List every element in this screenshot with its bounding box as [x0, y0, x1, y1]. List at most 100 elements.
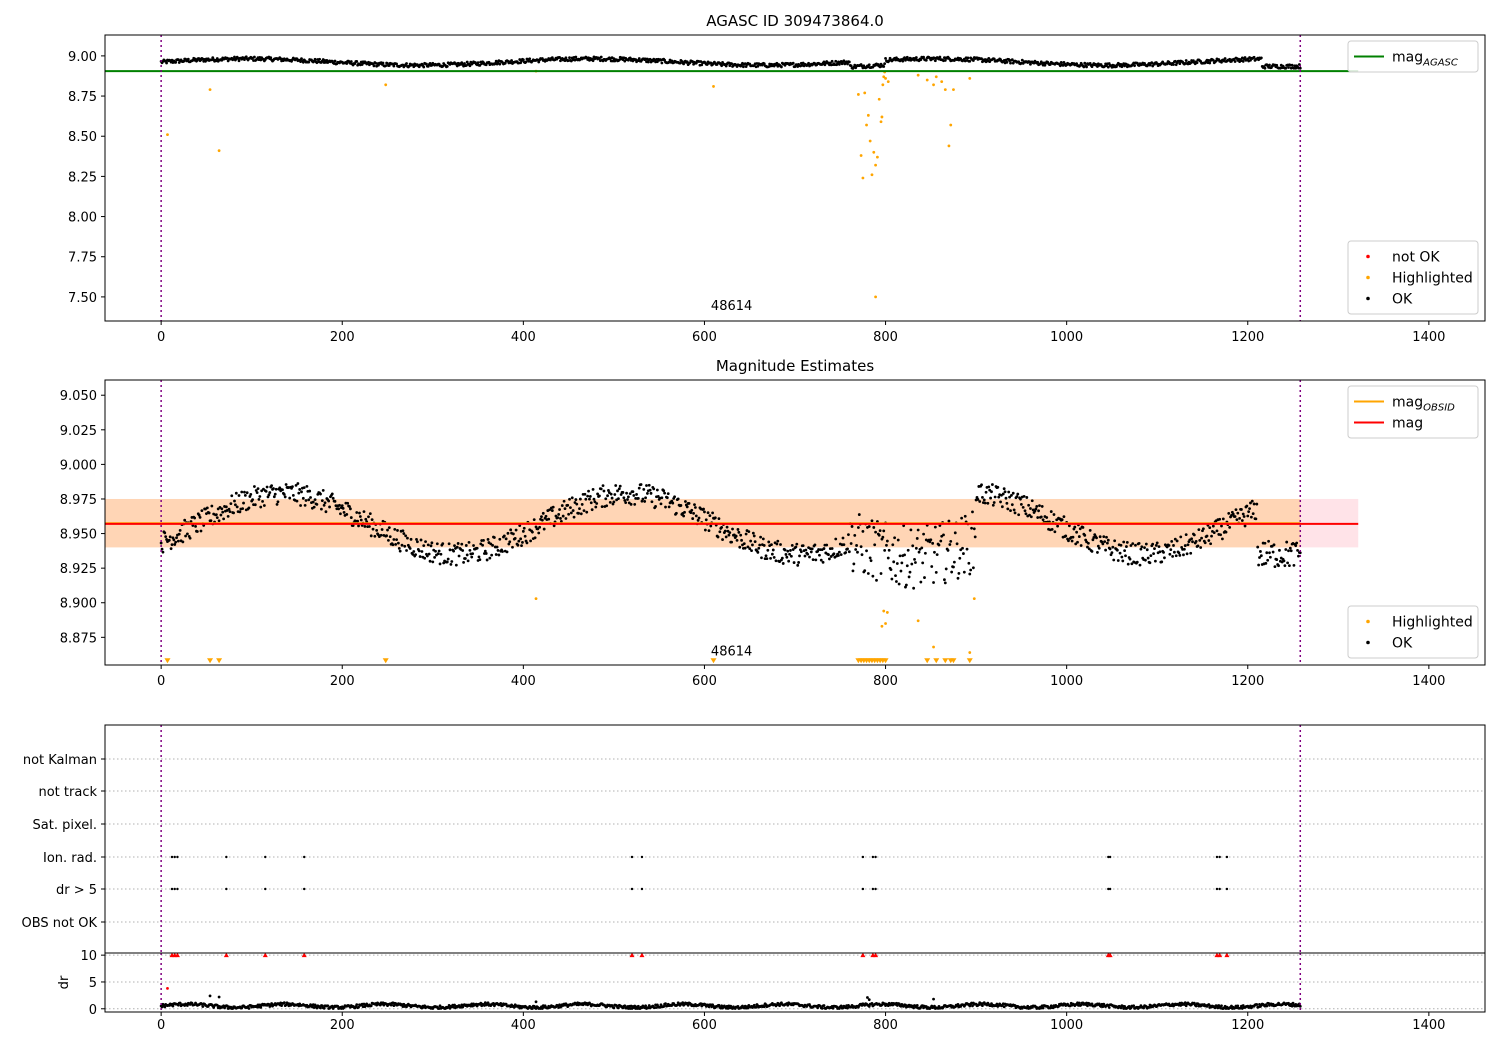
data-point	[984, 490, 988, 494]
data-point	[1077, 535, 1081, 538]
data-point	[796, 563, 800, 567]
x-tick-label: 1200	[1231, 674, 1264, 689]
data-point	[574, 55, 578, 59]
data-point	[623, 499, 627, 502]
data-point	[1021, 505, 1025, 509]
data-point	[349, 516, 353, 519]
data-point	[676, 497, 680, 501]
data-point	[960, 516, 964, 520]
data-point	[445, 560, 449, 564]
data-point	[685, 60, 689, 64]
data-point	[762, 1005, 766, 1009]
data-point-lower-limit	[882, 658, 889, 664]
data-point	[595, 502, 599, 505]
data-point	[872, 150, 876, 154]
data-point	[728, 531, 732, 535]
data-point	[626, 495, 630, 499]
data-point	[1133, 64, 1136, 68]
data-point	[417, 549, 421, 553]
data-point	[200, 509, 204, 513]
flag-point	[1107, 855, 1110, 859]
data-point	[1121, 559, 1125, 563]
data-point	[806, 552, 810, 556]
data-point	[1010, 494, 1013, 497]
data-point	[618, 484, 622, 488]
data-point	[260, 489, 264, 493]
data-point	[409, 537, 413, 541]
data-point	[924, 58, 928, 62]
flag-point	[225, 887, 228, 891]
data-point	[556, 516, 560, 520]
data-point	[884, 76, 887, 80]
data-point	[958, 556, 962, 560]
data-point	[801, 544, 805, 548]
data-point	[338, 503, 341, 507]
data-point	[949, 539, 953, 543]
data-point	[484, 552, 488, 555]
data-point	[1073, 525, 1077, 529]
data-point	[1125, 545, 1128, 548]
data-point	[792, 561, 796, 564]
data-point	[1165, 62, 1169, 66]
flag-row-label: dr > 5	[56, 883, 97, 898]
data-point	[910, 562, 914, 566]
flag-point	[1215, 855, 1219, 859]
data-point	[847, 60, 851, 64]
data-point	[388, 535, 392, 539]
data-point	[1163, 556, 1166, 560]
data-point	[159, 541, 163, 545]
data-point	[1067, 539, 1070, 543]
data-point	[1199, 546, 1203, 549]
data-point	[386, 528, 389, 532]
data-point	[552, 524, 556, 528]
data-point	[594, 505, 598, 509]
data-point	[988, 488, 992, 492]
data-point	[1125, 541, 1129, 544]
data-point	[312, 505, 316, 509]
data-point	[1036, 60, 1040, 64]
data-point	[868, 556, 872, 560]
flag-row-label: OBS not OK	[22, 916, 98, 931]
data-point	[1183, 544, 1187, 547]
data-point	[685, 505, 689, 509]
panel-dr: 0 200 400 600 800 1000 1200 1400 0 5 10 dr	[57, 949, 1486, 1033]
data-point	[558, 1003, 561, 1007]
data-point	[1278, 548, 1281, 552]
data-point	[1228, 525, 1232, 529]
data-point	[911, 544, 915, 548]
panel-magnitude-estimates: Magnitude Estimates 48614 0 200 400 600 800 100…	[60, 357, 1486, 689]
data-point	[291, 493, 295, 497]
data-point	[302, 486, 306, 489]
data-point	[488, 556, 492, 560]
data-point	[757, 546, 761, 550]
data-point	[593, 500, 597, 504]
data-point	[298, 488, 302, 491]
data-point	[422, 65, 426, 69]
data-point	[238, 510, 242, 514]
data-point	[731, 527, 734, 531]
data-point-lower-limit	[207, 658, 214, 664]
data-point	[882, 75, 886, 79]
data-point	[579, 512, 583, 516]
data-point	[509, 528, 513, 532]
data-point	[811, 558, 815, 562]
data-point	[311, 500, 315, 504]
data-point	[1011, 491, 1015, 495]
data-point	[969, 568, 973, 572]
data-point	[1041, 1006, 1045, 1010]
data-point	[534, 597, 538, 600]
data-point	[1005, 501, 1009, 505]
data-point	[989, 496, 992, 500]
data-point	[972, 527, 976, 531]
data-point	[584, 497, 588, 501]
data-point	[1198, 538, 1202, 542]
data-point	[265, 485, 269, 489]
data-point	[256, 487, 260, 491]
data-point	[1233, 60, 1237, 63]
data-point	[513, 536, 517, 540]
data-point	[734, 534, 738, 538]
data-point	[632, 494, 636, 497]
data-point	[1263, 66, 1267, 70]
data-point	[282, 1001, 286, 1005]
data-point	[617, 1006, 620, 1010]
